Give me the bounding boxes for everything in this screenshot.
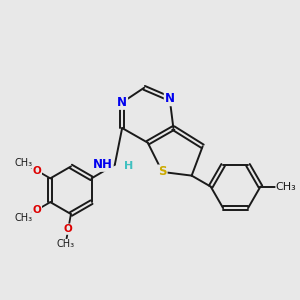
Text: N: N bbox=[165, 92, 175, 105]
Text: H: H bbox=[124, 161, 134, 172]
Text: O: O bbox=[33, 205, 41, 215]
Text: S: S bbox=[158, 166, 166, 178]
Text: O: O bbox=[33, 166, 41, 176]
Text: CH₃: CH₃ bbox=[15, 212, 33, 223]
Text: NH: NH bbox=[93, 158, 113, 171]
Text: N: N bbox=[117, 96, 127, 109]
Text: CH₃: CH₃ bbox=[15, 158, 33, 168]
Text: CH₃: CH₃ bbox=[276, 182, 297, 192]
Text: O: O bbox=[64, 224, 73, 234]
Text: CH₃: CH₃ bbox=[56, 239, 75, 249]
